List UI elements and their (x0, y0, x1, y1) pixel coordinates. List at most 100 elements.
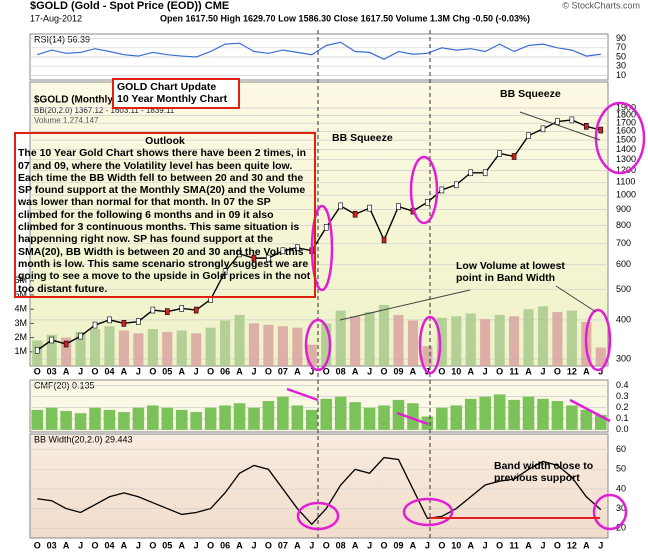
x-tick-label: J (425, 540, 430, 550)
price-candle (569, 116, 575, 124)
x-tick-label: O (323, 540, 330, 550)
volume-bar (378, 304, 390, 366)
volume-bar (263, 324, 274, 366)
x-tick-label: O (496, 540, 503, 550)
x-tick-label: A (63, 540, 70, 550)
price-candle (453, 181, 459, 189)
volume-bar (480, 319, 491, 366)
update-title: GOLD Chart Update (117, 81, 217, 93)
volume-bar (248, 323, 260, 366)
price-candle (222, 268, 228, 276)
cmf-bar (334, 396, 347, 430)
x-tick-label: J (309, 540, 314, 550)
cmf-bar (132, 407, 145, 430)
price-candle (136, 318, 141, 325)
x-tick-label: O (438, 540, 445, 550)
price-candle (338, 202, 343, 210)
x-tick-label: O (92, 540, 99, 550)
bbwidth-label: BB Width(20,2.0) 29.443 (34, 434, 133, 444)
volume-bar (407, 320, 418, 366)
squeeze-note: BB Squeeze (332, 132, 393, 144)
x-tick-label: J (598, 540, 603, 550)
x-tick-label: 10 (451, 366, 461, 376)
price-candle (526, 132, 531, 139)
price-candle (598, 126, 604, 134)
volume-bar (509, 316, 520, 366)
volume-bar (205, 327, 216, 366)
x-tick-label: A (63, 366, 70, 376)
cmf-bar (147, 405, 159, 430)
x-tick-label: A (467, 366, 474, 376)
x-tick-label: O (496, 366, 503, 376)
low-volume-note: Low Volume at lowest point in Band Width (456, 260, 565, 285)
x-tick-label: O (207, 366, 214, 376)
cmf-bar (89, 407, 101, 430)
price-candle (425, 198, 430, 206)
cmf-bar (291, 405, 304, 430)
volume-bar (364, 312, 375, 366)
y-tick-label: 700 (616, 238, 631, 248)
credit: © StockCharts.com (562, 0, 640, 10)
y-tick-label: 0.3 (616, 391, 629, 401)
price-candle (150, 306, 156, 314)
y-tick-label: 500 (616, 284, 631, 294)
price-candle (555, 118, 560, 125)
price-candle (540, 125, 546, 133)
x-tick-label: A (583, 366, 590, 376)
y-tick-label: 10 (616, 70, 626, 80)
y-tick-label: 40 (616, 483, 626, 493)
price-candle (237, 250, 242, 258)
x-tick-label: A (178, 540, 185, 550)
x-tick-label: 04 (104, 366, 114, 376)
x-tick-label: A (410, 540, 417, 550)
y-tick-label: 1700 (616, 117, 636, 127)
x-tick-label: O (149, 540, 156, 550)
cmf-bar (508, 399, 520, 430)
x-tick-label: J (78, 540, 83, 550)
x-tick-label: 09 (393, 540, 403, 550)
x-tick-label: O (554, 540, 561, 550)
price-candle (179, 305, 185, 312)
y-tick-label: 60 (616, 444, 626, 454)
y2-tick-label: 3M (14, 318, 27, 328)
volume-bar (104, 326, 115, 366)
line (36, 119, 601, 351)
volume-bar (537, 306, 549, 366)
cmf-bar (31, 409, 44, 430)
legend-price: $GOLD (Monthly) 1617.50 (34, 95, 156, 106)
volume-bar (162, 331, 173, 366)
x-tick-label: J (309, 366, 314, 376)
price-candle (468, 169, 474, 177)
x-tick-label: A (178, 366, 185, 376)
x-tick-label: J (194, 366, 199, 376)
header-quote: Open 1617.50 High 1629.70 Low 1586.30 Cl… (160, 13, 530, 23)
y-tick-label: 1000 (616, 190, 636, 200)
x-tick-label: 10 (451, 540, 461, 550)
x-tick-label: A (352, 366, 359, 376)
x-tick-label: J (367, 540, 372, 550)
y2-tick-label: 5M (14, 289, 27, 299)
volume-bar (465, 313, 476, 366)
squeeze-note: BB Squeeze (500, 88, 561, 100)
cmf-bar (74, 413, 87, 430)
volume-bar (350, 316, 361, 366)
price-candle (396, 203, 401, 210)
x-tick-label: O (207, 540, 214, 550)
price-candle (323, 224, 329, 231)
x-tick-label: 08 (336, 366, 346, 376)
y-tick-label: 90 (616, 33, 626, 43)
cmf-bar (277, 396, 289, 430)
volume-bar (494, 314, 505, 366)
y-tick-label: 1600 (616, 126, 636, 136)
x-tick-label: 12 (567, 366, 577, 376)
outlook-title: Outlook (145, 135, 185, 147)
x-tick-label: O (381, 366, 388, 376)
x-tick-label: J (251, 366, 256, 376)
x-tick-label: O (92, 366, 99, 376)
cmf-bar (233, 403, 246, 430)
y-tick-label: 1900 (616, 102, 636, 112)
y2-tick-label: 2M (14, 332, 27, 342)
cmf-bar (118, 412, 130, 430)
cmf-bar (305, 409, 318, 430)
price-candle (381, 236, 387, 244)
